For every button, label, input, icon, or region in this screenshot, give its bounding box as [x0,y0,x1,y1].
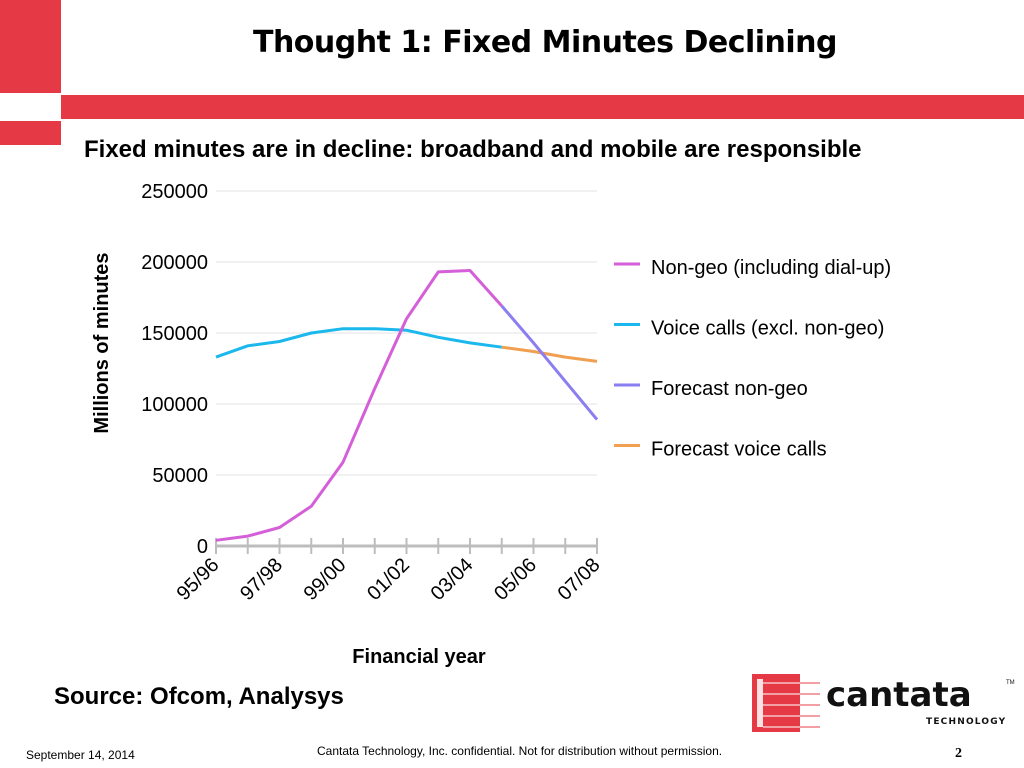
series-line-non-geo-including-dial-up [215,269,503,542]
logo-mark-icon [752,674,820,732]
y-tick-label: 50000 [152,465,208,487]
x-tick-label: 99/00 [300,554,351,605]
logo-trademark: TM [1006,680,1015,686]
y-tick-label: 250000 [141,181,208,203]
x-tick-label: 97/98 [236,554,287,605]
x-tick-label: 01/02 [363,554,414,605]
logo-tagline: TECHNOLOGY [926,717,1007,727]
line-chart: 0 50000 100000 150000 200000 250000 95/96 97/9… [91,181,891,668]
series-line-forecast-voice-calls [501,345,598,363]
y-axis-label: Millions of minutes [91,252,113,433]
legend-label: Non-geo (including dial-up) [651,257,891,279]
footer-date: September 14, 2014 [26,748,135,762]
y-tick-label: 100000 [141,394,208,416]
accent-bar-left-bottom [0,121,61,145]
x-tick-label: 03/04 [427,554,478,605]
page-number: 2 [955,746,962,761]
legend-label: Forecast voice calls [651,439,827,461]
y-tick-label: 0 [197,536,208,558]
footer-confidentiality: Cantata Technology, Inc. confidential. N… [317,744,723,758]
x-tick-label: 05/06 [490,554,541,605]
x-tick-label: 95/96 [173,554,224,605]
series-line-forecast-non-geo [500,305,599,421]
legend-label: Forecast non-geo [651,378,808,400]
company-logo: cantata TM TECHNOLOGY [750,672,1020,734]
y-tick-label: 150000 [141,323,208,345]
accent-bar-horizontal [61,95,1024,119]
y-tick-label: 200000 [141,252,208,274]
x-tick-label: 07/08 [554,554,605,605]
legend-label: Voice calls (excl. non-geo) [651,318,884,340]
series-line-voice-calls-excl-non-geo [215,327,503,359]
slide-title: Thought 1: Fixed Minutes Declining [252,25,838,60]
accent-bar-left-top [0,0,61,93]
source-note: Source: Ofcom, Analysys [54,683,344,710]
logo-wordmark: cantata [826,675,972,715]
chart-subtitle: Fixed minutes are in decline: broadband … [84,136,862,163]
x-axis-label: Financial year [352,646,486,668]
